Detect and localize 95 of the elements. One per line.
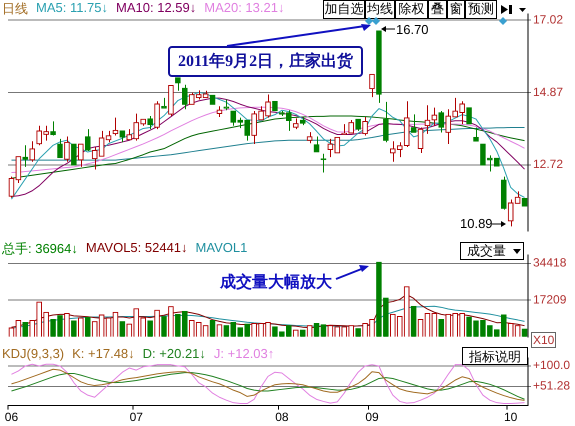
- bar: [438, 318, 444, 337]
- candlestick: [473, 126, 479, 142]
- text: MA10: 12.59↓: [116, 0, 196, 17]
- candlestick: [265, 94, 271, 118]
- candlestick: [175, 77, 181, 92]
- candlestick: [300, 117, 306, 126]
- candlestick: [306, 132, 312, 144]
- candlestick: [147, 116, 153, 130]
- candlestick: [369, 74, 375, 98]
- y-tick-label: +51.28: [533, 378, 570, 393]
- candlestick: [355, 118, 361, 132]
- text: 总手: 36964↓: [2, 240, 78, 258]
- bar: [22, 322, 28, 337]
- candlestick: [432, 107, 438, 126]
- bar: [161, 316, 167, 337]
- annotation: 预测: [465, 0, 497, 19]
- candlestick: [292, 118, 299, 130]
- bar: [383, 298, 389, 337]
- x-tick-label: 07: [130, 410, 144, 424]
- candlestick: [57, 138, 63, 158]
- candlestick: [514, 190, 520, 204]
- candlestick: [216, 106, 222, 118]
- text: MA20: 13.21↓: [204, 0, 284, 17]
- annotation: 均线: [365, 0, 395, 19]
- bar: [120, 321, 126, 337]
- candlestick: [22, 144, 28, 168]
- x-tick-label: 06: [4, 410, 18, 424]
- series-label: K: +17.48↓: [72, 346, 135, 361]
- candlestick: [50, 120, 56, 136]
- y-tick-label: 17.02: [533, 12, 564, 26]
- bar: [210, 320, 216, 337]
- y-tick-label: 34418: [533, 256, 567, 270]
- bar: [376, 262, 382, 337]
- bar: [473, 320, 479, 337]
- candlestick: [112, 117, 118, 136]
- candlestick: [16, 156, 22, 184]
- annotation: 叠: [428, 0, 447, 19]
- candlestick: [182, 84, 188, 110]
- candlestick: [84, 128, 91, 151]
- candlestick: [376, 30, 382, 104]
- candlestick: [328, 138, 334, 158]
- bar: [410, 306, 416, 337]
- y-tick-label: 17209: [533, 292, 567, 306]
- annotation: 2011年9月2日，庄家出货: [168, 46, 364, 77]
- candlestick: [314, 136, 320, 152]
- candlestick: [438, 110, 444, 133]
- candlestick: [383, 101, 389, 143]
- candlestick: [98, 130, 104, 157]
- bar: [272, 326, 278, 337]
- y-tick-label: +100.0: [533, 358, 570, 372]
- bar: [224, 325, 230, 337]
- text: MAVOL1: [196, 240, 248, 257]
- annotation: 加自选: [323, 0, 365, 19]
- candlestick: [251, 110, 257, 144]
- candlestick: [418, 126, 424, 154]
- candlestick: [500, 176, 507, 210]
- bar: [71, 320, 77, 337]
- annotation: 16.70: [396, 22, 429, 37]
- text: X10: [531, 332, 556, 348]
- chart-title: 日线: [2, 0, 28, 18]
- annotation: 除权: [395, 0, 428, 19]
- candlestick: [362, 116, 368, 136]
- candlestick: [64, 136, 70, 162]
- bar: [466, 316, 472, 337]
- candlestick: [154, 100, 160, 130]
- candlestick: [410, 114, 416, 133]
- bar: [84, 316, 91, 337]
- annotation: 10.89: [460, 216, 493, 231]
- annotation: 成交量大幅放大: [220, 272, 332, 293]
- bar: [320, 324, 326, 337]
- x-tick-label: 10: [504, 410, 518, 424]
- x-tick-label: 09: [365, 410, 379, 424]
- bar: [57, 315, 63, 337]
- y-tick-label: 12.72: [533, 157, 564, 172]
- candlestick: [106, 130, 112, 143]
- x-tick-label: 08: [275, 410, 289, 424]
- candlestick: [8, 176, 14, 198]
- bar: [147, 320, 153, 337]
- candlestick: [78, 144, 84, 168]
- candlestick: [29, 140, 36, 162]
- text: MAVOL5: 52441↓: [86, 240, 188, 257]
- series-label: D: +20.21↓: [142, 346, 206, 361]
- bar: [50, 318, 56, 337]
- y-tick-label: 14.87: [533, 84, 564, 99]
- annotation: 指标说明: [462, 347, 528, 365]
- bar: [314, 323, 320, 337]
- annotation: 窗: [447, 0, 465, 19]
- candlestick: [424, 104, 430, 134]
- chart-title: KDJ(9,3,3): [2, 346, 64, 361]
- candlestick: [258, 106, 264, 120]
- bar: [480, 320, 486, 337]
- candlestick: [508, 198, 514, 227]
- annotation: 成交量: [460, 242, 524, 260]
- text: MA5: 11.75↓: [36, 0, 108, 17]
- series-label: J: +12.03↑: [214, 346, 274, 361]
